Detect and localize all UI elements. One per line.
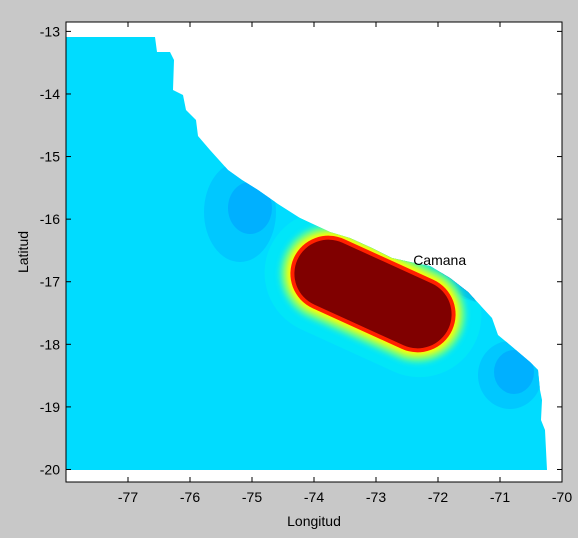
y-tick-label: -15 [40,149,60,165]
y-tick-label: -14 [40,86,60,102]
x-axis-label: Longitud [287,513,341,529]
contour-west-inner [228,182,272,234]
x-tick-label: -72 [428,489,448,505]
annotation-camana: Camana [413,252,466,268]
x-tick-label: -71 [490,489,510,505]
x-tick-label: -70 [552,489,572,505]
x-tick-label: -77 [118,489,138,505]
y-tick-label: -16 [40,211,60,227]
x-axis: -77 -76 -75 -74 -73 -72 -71 -70 [118,22,572,505]
y-tick-label: -17 [40,274,60,290]
y-tick-label: -18 [40,336,60,352]
y-axis-label: Latitud [15,231,31,273]
y-tick-label: -19 [40,399,60,415]
x-tick-label: -76 [180,489,200,505]
x-tick-label: -74 [304,489,324,505]
contour-south-inner [494,350,534,394]
x-tick-label: -73 [366,489,386,505]
y-tick-label: -13 [40,23,60,39]
y-axis: -13 -14 -15 -16 -17 -18 -19 -20 [40,23,562,477]
y-tick-label: -20 [40,461,60,477]
core-maximum [294,239,452,349]
x-tick-label: -75 [242,489,262,505]
